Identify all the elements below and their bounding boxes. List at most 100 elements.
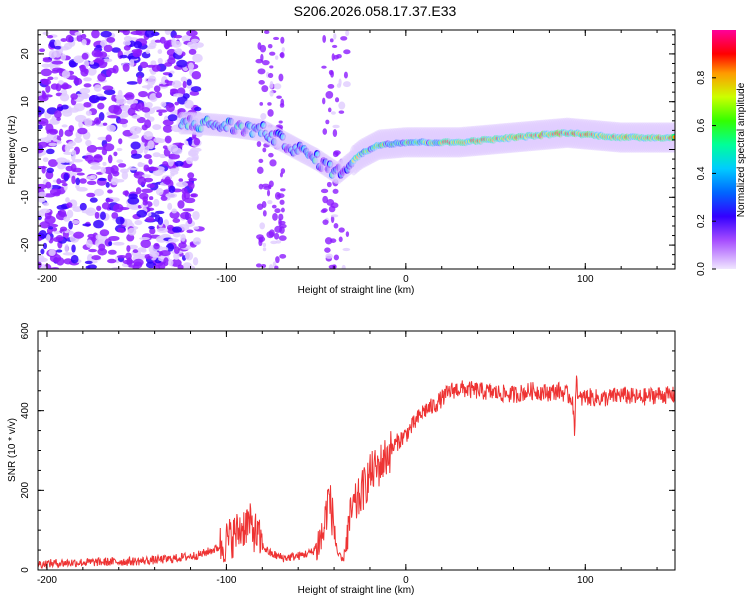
spectrogram-noise-blob [144, 112, 151, 119]
spectrogram-noise-blob [163, 40, 171, 50]
spectrogram-noise-blob [103, 143, 115, 152]
spectrogram-noise-blob [93, 219, 104, 229]
spectrogram-noise-blob [177, 200, 185, 209]
spectrogram-noise-blob [82, 223, 92, 227]
spectrogram-noise-blob [156, 109, 168, 113]
spectrogram-noise-blob [70, 254, 79, 264]
spectrogram-noise-blob [84, 117, 93, 127]
spectrogram-noise-blob [167, 157, 174, 167]
spectrogram-noise-blob [110, 177, 119, 186]
spectrogram-noise-blob [118, 30, 128, 33]
spectrogram-noise-blob [63, 216, 71, 222]
spectrogram-noise-blob [38, 118, 49, 126]
spectrogram-noise-blob [74, 57, 84, 64]
spectrogram-noise-blob [41, 79, 52, 86]
spectrogram-noise-blob [136, 209, 148, 218]
spectrogram-noise-blob [157, 216, 164, 225]
spectrogram-noise-blob [141, 188, 153, 193]
spectrogram-noise-blob [278, 235, 287, 241]
spectrogram-noise-blob [44, 215, 56, 225]
spectrogram-noise-blob [54, 39, 61, 48]
spectrogram-noise-blob [81, 39, 87, 46]
spectrogram-noise-blob [83, 77, 92, 82]
spectrogram-noise-blob [122, 40, 131, 46]
spectrogram-noise-blob [145, 216, 155, 222]
snr-y-ticks: 0 200 400 600 [20, 322, 675, 573]
spectrogram-noise-blob [130, 141, 141, 150]
spectrogram-noise-blob [105, 198, 114, 203]
spectrogram-noise-blob [269, 80, 274, 89]
spectrogram-noise-blob [188, 177, 198, 182]
spectrogram-noise-blob [167, 259, 174, 267]
spectrogram-noise-blob [85, 239, 93, 248]
spectrogram-noise-blob [152, 106, 162, 111]
spectrogram-noise-blob [193, 226, 200, 230]
spectrogram-noise-blob [73, 77, 83, 86]
spectrogram-noise-blob [91, 49, 102, 58]
spectrogram-noise-blob [171, 258, 182, 267]
spectrogram-noise-blob [325, 119, 330, 125]
spectrogram-noise-blob [79, 178, 87, 184]
spectrogram-field [38, 30, 675, 269]
spectrogram-noise-blob [258, 79, 265, 85]
spectrogram-noise-blob [103, 89, 116, 96]
spectrogram-noise-blob [257, 166, 264, 174]
spectrogram-noise-blob [95, 146, 106, 150]
spectrogram-noise-blob [126, 167, 139, 171]
spectrogram-noise-blob [256, 203, 264, 210]
spectrogram-noise-blob [160, 195, 168, 201]
spectrogram-noise-blob [170, 173, 175, 177]
spectrogram-noise-blob [89, 61, 95, 65]
spectrogram-noise-blob [70, 163, 77, 172]
spectrogram-noise-blob [83, 83, 92, 88]
spectrogram-noise-blob [152, 169, 164, 177]
spectrogram-noise-blob [260, 112, 267, 120]
spectrogram-noise-blob [48, 142, 57, 147]
spectrogram-noise-blob [194, 42, 204, 48]
spectrogram-noise-blob [54, 110, 62, 119]
spectrogram-noise-blob [189, 90, 200, 96]
spectrogram-noise-blob [117, 118, 129, 125]
spectrogram-noise-blob [280, 168, 286, 174]
spectrogram-noise-blob [93, 188, 104, 197]
spectrogram-noise-blob [261, 201, 267, 208]
spectrogram-noise-blob [182, 208, 195, 212]
spectrogram-noise-blob [171, 80, 182, 89]
spectrogram-noise-blob [128, 244, 138, 250]
spectrogram-noise-blob [133, 40, 143, 49]
spectrogram-noise-blob [167, 144, 179, 153]
spectrogram-noise-blob [181, 192, 186, 202]
spectrogram-noise-blob [100, 30, 112, 38]
spectrogram-noise-blob [327, 107, 332, 113]
spectrogram-noise-blob [261, 85, 269, 93]
spectrogram-noise-blob [141, 174, 151, 178]
spectrogram-noise-blob [162, 124, 173, 133]
spectrogram-noise-blob [172, 232, 181, 238]
spectrogram-noise-blob [259, 101, 264, 106]
spectrogram-noise-blob [38, 191, 47, 198]
spectrogram-noise-blob [102, 161, 107, 166]
spectrogram-noise-blob [280, 207, 285, 213]
snr-series-line [38, 375, 675, 570]
snr-x-label: Height of straight line (km) [298, 585, 415, 596]
spectrogram-noise-blob [168, 73, 173, 78]
spectrogram-noise-blob [111, 47, 121, 53]
spectrogram-noise-blob [126, 203, 138, 209]
spectrogram-noise-blob [277, 193, 285, 199]
spectrogram-noise-blob [116, 159, 124, 164]
spectrogram-noise-blob [123, 35, 133, 42]
spectrogram-noise-blob [117, 227, 125, 233]
spectrogram-xtick-label: -200 [37, 274, 57, 285]
spectrogram-noise-blob [38, 124, 43, 130]
spectrogram-noise-blob [70, 93, 78, 100]
spectrogram-noise-blob [55, 234, 64, 242]
spectrogram-noise-blob [145, 101, 153, 109]
spectrogram-noise-blob [170, 88, 179, 93]
spectrogram-noise-blob [76, 187, 88, 192]
spectrogram-noise-blob [144, 30, 155, 38]
spectrogram-noise-blob [111, 212, 119, 219]
spectrogram-noise-blob [280, 36, 285, 44]
spectrogram-noise-blob [256, 140, 262, 148]
spectrogram-noise-blob [110, 165, 119, 175]
snr-xtick-label: 0 [403, 575, 409, 586]
